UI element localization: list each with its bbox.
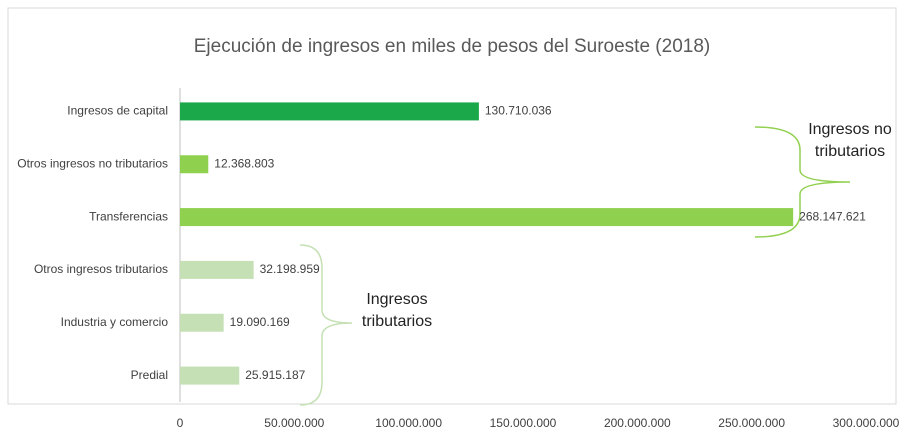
x-tick-label: 100.000.000 <box>375 416 442 430</box>
value-label: 25.915.187 <box>245 368 305 382</box>
annotation: Ingresos <box>366 291 427 308</box>
value-label: 130.710.036 <box>485 104 552 118</box>
x-tick-label: 300.000.000 <box>833 416 900 430</box>
bar <box>180 208 794 227</box>
bar <box>180 366 240 385</box>
annotation: tributarios <box>815 143 885 160</box>
category-label: Ingresos de capital <box>67 104 168 118</box>
category-label: Transferencias <box>89 209 168 223</box>
bar <box>180 260 254 279</box>
x-tick-label: 250.000.000 <box>718 416 785 430</box>
x-tick-label: 0 <box>177 416 184 430</box>
category-label: Predial <box>131 368 168 382</box>
bar <box>180 102 479 121</box>
annotation: tributarios <box>362 313 432 330</box>
category-label: Otros ingresos tributarios <box>34 262 168 276</box>
category-label: Industria y comercio <box>61 315 169 329</box>
bar <box>180 313 224 332</box>
annotation: Ingresos no <box>808 121 892 138</box>
brace-no-tributarios <box>754 126 851 238</box>
chart-border <box>7 7 897 405</box>
category-label: Otros ingresos no tributarios <box>17 156 168 170</box>
x-tick-label: 200.000.000 <box>604 416 671 430</box>
value-label: 32.198.959 <box>260 262 320 276</box>
x-tick-label: 150.000.000 <box>490 416 557 430</box>
brace-tributarios <box>299 244 353 406</box>
chart-title: Ejecución de ingresos en miles de pesos … <box>194 36 710 57</box>
value-label: 12.368.803 <box>214 156 274 170</box>
value-label: 268.147.621 <box>799 209 866 223</box>
value-label: 19.090.169 <box>230 315 290 329</box>
x-tick-label: 50.000.000 <box>264 416 324 430</box>
bar <box>180 155 209 174</box>
